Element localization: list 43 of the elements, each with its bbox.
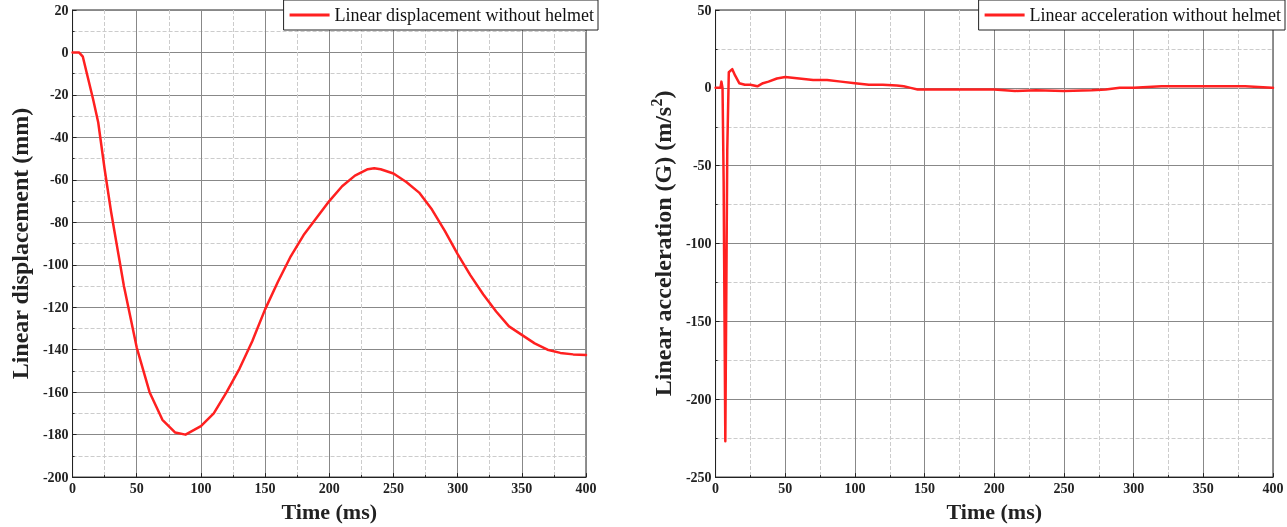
y-tick-label: -200 — [685, 391, 712, 407]
x-tick-label: 100 — [844, 480, 866, 496]
y-tick-label: -20 — [49, 87, 69, 103]
x-tick-label: 200 — [318, 480, 340, 496]
x-tick-label: 300 — [447, 480, 469, 496]
line-series — [71, 51, 588, 436]
x-tick-label: 150 — [914, 480, 936, 496]
line-series — [714, 67, 1275, 443]
x-tick-label: 350 — [1192, 480, 1214, 496]
x-tick-label: 400 — [575, 480, 597, 496]
x-tick-label: 300 — [1123, 480, 1145, 496]
y-tick-label: -180 — [42, 427, 69, 443]
x-axis-title: Time (ms) — [946, 498, 1043, 524]
y-tick-label: -250 — [685, 469, 712, 485]
x-tick-label: 350 — [511, 480, 533, 496]
y-tick-label: 0 — [704, 80, 712, 96]
y-tick-label: -150 — [685, 313, 712, 329]
y-tick-label: -100 — [42, 257, 69, 273]
x-tick-label: 100 — [190, 480, 212, 496]
y-tick-label: -80 — [49, 214, 69, 230]
x-tick-label: 400 — [1262, 480, 1284, 496]
y-tick-label: -200 — [42, 469, 69, 485]
y-axis-title: Linear acceleration (G) (m/s2) — [647, 90, 676, 397]
y-tick-label: -60 — [49, 172, 69, 188]
x-tick-label: 50 — [129, 480, 144, 496]
y-tick-label: -160 — [42, 384, 69, 400]
y-tick-label: 20 — [54, 2, 69, 18]
y-tick-label: -120 — [42, 299, 69, 315]
legend-label: Linear acceleration without helmet — [1029, 5, 1282, 25]
x-tick-label: 50 — [778, 480, 793, 496]
y-tick-label: 0 — [61, 44, 69, 60]
y-tick-label: -100 — [685, 236, 712, 252]
x-tick-label: 250 — [382, 480, 404, 496]
x-tick-label: 250 — [1053, 480, 1075, 496]
y-tick-label: -40 — [49, 129, 69, 145]
y-tick-label: 50 — [697, 2, 712, 18]
x-tick-label: 150 — [254, 480, 276, 496]
legend-label: Linear displacement without helmet — [334, 5, 594, 25]
x-axis-title: Time (ms) — [281, 498, 378, 524]
y-tick-label: -50 — [692, 158, 712, 174]
y-axis-title: Linear displacement (mm) — [7, 107, 33, 380]
x-tick-label: 200 — [983, 480, 1005, 496]
y-tick-label: -140 — [42, 342, 69, 358]
